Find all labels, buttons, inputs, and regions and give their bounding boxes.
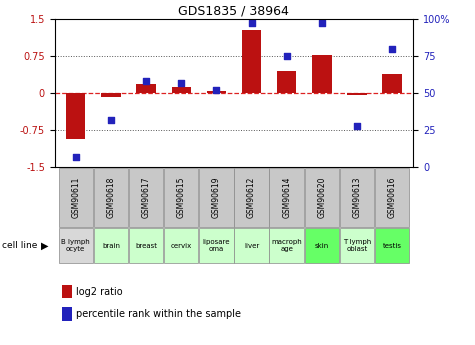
- Bar: [375, 168, 409, 227]
- Text: cervix: cervix: [171, 243, 192, 249]
- Text: GSM90618: GSM90618: [106, 177, 115, 218]
- Bar: [101, 93, 121, 97]
- Point: [283, 53, 291, 59]
- Bar: [94, 168, 128, 227]
- Text: T lymph
oblast: T lymph oblast: [343, 239, 371, 252]
- Text: B lymph
ocyte: B lymph ocyte: [61, 239, 90, 252]
- Bar: [234, 168, 269, 227]
- Text: GSM90617: GSM90617: [142, 177, 151, 218]
- Text: GSM90615: GSM90615: [177, 177, 186, 218]
- Text: GSM90613: GSM90613: [352, 177, 361, 218]
- Point: [248, 21, 256, 26]
- Bar: [136, 84, 156, 93]
- Point: [72, 154, 79, 160]
- Bar: [129, 228, 163, 263]
- Bar: [382, 75, 402, 93]
- Text: GSM90611: GSM90611: [71, 177, 80, 218]
- Bar: [242, 30, 261, 93]
- Bar: [199, 168, 234, 227]
- Bar: [277, 71, 296, 93]
- Point: [142, 79, 150, 84]
- Title: GDS1835 / 38964: GDS1835 / 38964: [179, 5, 289, 18]
- Text: cell line: cell line: [2, 241, 38, 250]
- Bar: [312, 55, 332, 93]
- Text: macroph
age: macroph age: [271, 239, 302, 252]
- Bar: [304, 168, 339, 227]
- Point: [212, 87, 220, 93]
- Point: [318, 21, 326, 26]
- Text: ▶: ▶: [41, 241, 49, 251]
- Bar: [347, 93, 367, 95]
- Bar: [94, 228, 128, 263]
- Bar: [199, 228, 234, 263]
- Text: percentile rank within the sample: percentile rank within the sample: [76, 309, 241, 319]
- Bar: [234, 228, 269, 263]
- Point: [353, 123, 361, 129]
- Bar: [375, 228, 409, 263]
- Point: [107, 117, 114, 122]
- Bar: [164, 168, 199, 227]
- Text: GSM90612: GSM90612: [247, 177, 256, 218]
- Bar: [164, 228, 199, 263]
- Text: testis: testis: [383, 243, 402, 249]
- Bar: [207, 91, 226, 93]
- Text: GSM90614: GSM90614: [282, 177, 291, 218]
- Bar: [340, 228, 374, 263]
- Text: liver: liver: [244, 243, 259, 249]
- Text: skin: skin: [315, 243, 329, 249]
- Text: liposare
oma: liposare oma: [203, 239, 230, 252]
- Bar: [171, 87, 191, 93]
- Point: [389, 46, 396, 51]
- Point: [177, 80, 185, 86]
- Bar: [304, 228, 339, 263]
- Bar: [269, 168, 304, 227]
- Text: brain: brain: [102, 243, 120, 249]
- Bar: [340, 168, 374, 227]
- Bar: [269, 228, 304, 263]
- Text: breast: breast: [135, 243, 157, 249]
- Bar: [66, 93, 86, 139]
- Bar: [129, 168, 163, 227]
- Text: GSM90619: GSM90619: [212, 177, 221, 218]
- Bar: [58, 168, 93, 227]
- Text: GSM90616: GSM90616: [388, 177, 397, 218]
- Text: log2 ratio: log2 ratio: [76, 287, 123, 296]
- Bar: [58, 228, 93, 263]
- Text: GSM90620: GSM90620: [317, 177, 326, 218]
